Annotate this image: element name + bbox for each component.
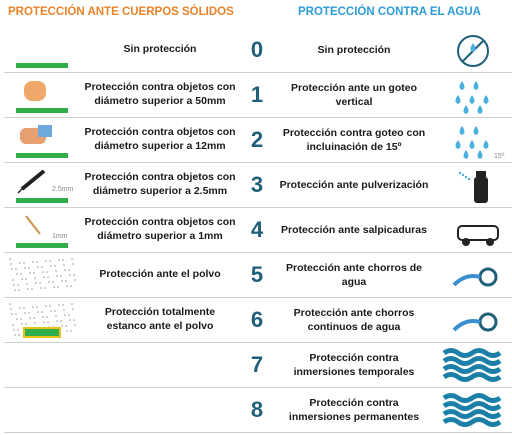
cell-border [4,73,82,118]
digit: 2 [250,127,264,153]
cell-border [240,118,274,163]
solid-icon: 1mm [16,215,68,248]
cell-border [4,208,82,253]
digit: 1 [250,82,264,108]
icon-label: 1mm [52,233,68,240]
cell-border [240,208,274,253]
solid-icon [16,81,68,113]
water-icon [457,225,499,246]
cell-border [4,298,82,343]
water-text: Protección ante salpicaduras [281,223,427,236]
cell-border [274,73,434,118]
solid-text: Sin protección [80,28,240,73]
cell-border [240,343,274,388]
solid-icon [9,258,76,291]
cell-border [434,298,512,343]
water-icon: 15º [455,126,505,160]
digit: 3 [250,172,264,198]
cell-border [4,343,82,388]
cell-border [434,28,512,73]
cell-border [4,253,82,298]
water-text: Sin protección [317,43,391,56]
water-icon [455,81,489,114]
cell-border [274,253,434,298]
water-icon [452,267,498,287]
cell-border [274,388,434,433]
digit: 6 [250,307,264,333]
cell-border [240,253,274,298]
cell-border [274,208,434,253]
cell-border [274,163,434,208]
water-text: Protección ante chorros de agua [286,261,422,288]
cell-border [80,388,240,433]
digit: 7 [250,352,264,378]
water-text: Protección contra inmersiones permanente… [288,396,420,423]
cell-border [434,163,512,208]
water-icon [458,171,488,203]
cell-border [274,118,434,163]
water-text: Protección ante pulverización [279,178,429,191]
cell-border [4,28,82,73]
cell-border [240,73,274,118]
solid-text: Protección contra objetos con diámetro s… [80,163,240,208]
solid-icon [9,303,76,338]
water-text: Protección contra inmersiones temporales [293,351,415,378]
cell-border [4,388,82,433]
solid-icon [16,125,68,158]
solid-icon: 2.5mm [16,169,74,203]
water-text: Protección ante chorros continuos de agu… [293,306,415,333]
digit: 4 [250,217,264,243]
solid-icon [16,63,68,68]
cell-border [240,298,274,343]
water-text: Protección contra goteo con incluinación… [282,126,426,153]
cell-border [274,28,434,73]
solid-text: Protección contra objetos con diámetro s… [80,118,240,163]
cell-border [274,343,434,388]
icon-label: 2.5mm [52,186,74,193]
water-icon [457,35,489,67]
cell-border [434,253,512,298]
cell-border [274,298,434,343]
solid-text: Protección contra objetos con diámetro s… [80,73,240,118]
solid-text: Protección ante el polvo [80,253,240,298]
cell-border [240,28,274,73]
cell-border [434,118,512,163]
water-text: Protección ante un goteo vertical [290,81,417,108]
solid-text: Protección totalmente estanco ante el po… [80,298,240,343]
cell-border [240,163,274,208]
cell-border [434,343,512,388]
cell-border [434,73,512,118]
icon-label: 15º [494,153,505,160]
cell-border [4,163,82,208]
water-icon [452,312,498,332]
cell-border [4,118,82,163]
cell-border [434,208,512,253]
solid-text: Protección contra objetos con diámetro s… [80,208,240,253]
cell-border [434,388,512,433]
digit: 0 [250,37,264,63]
cell-border [240,388,274,433]
water-header: PROTECCIÓN CONTRA EL AGUA [298,6,481,18]
cell-border [80,343,240,388]
water-icon [442,348,502,382]
digit: 8 [250,397,264,423]
water-icon [442,393,502,427]
digit: 5 [250,262,264,288]
solid-header: PROTECCIÓN ANTE CUERPOS SÓLIDOS [8,6,234,18]
